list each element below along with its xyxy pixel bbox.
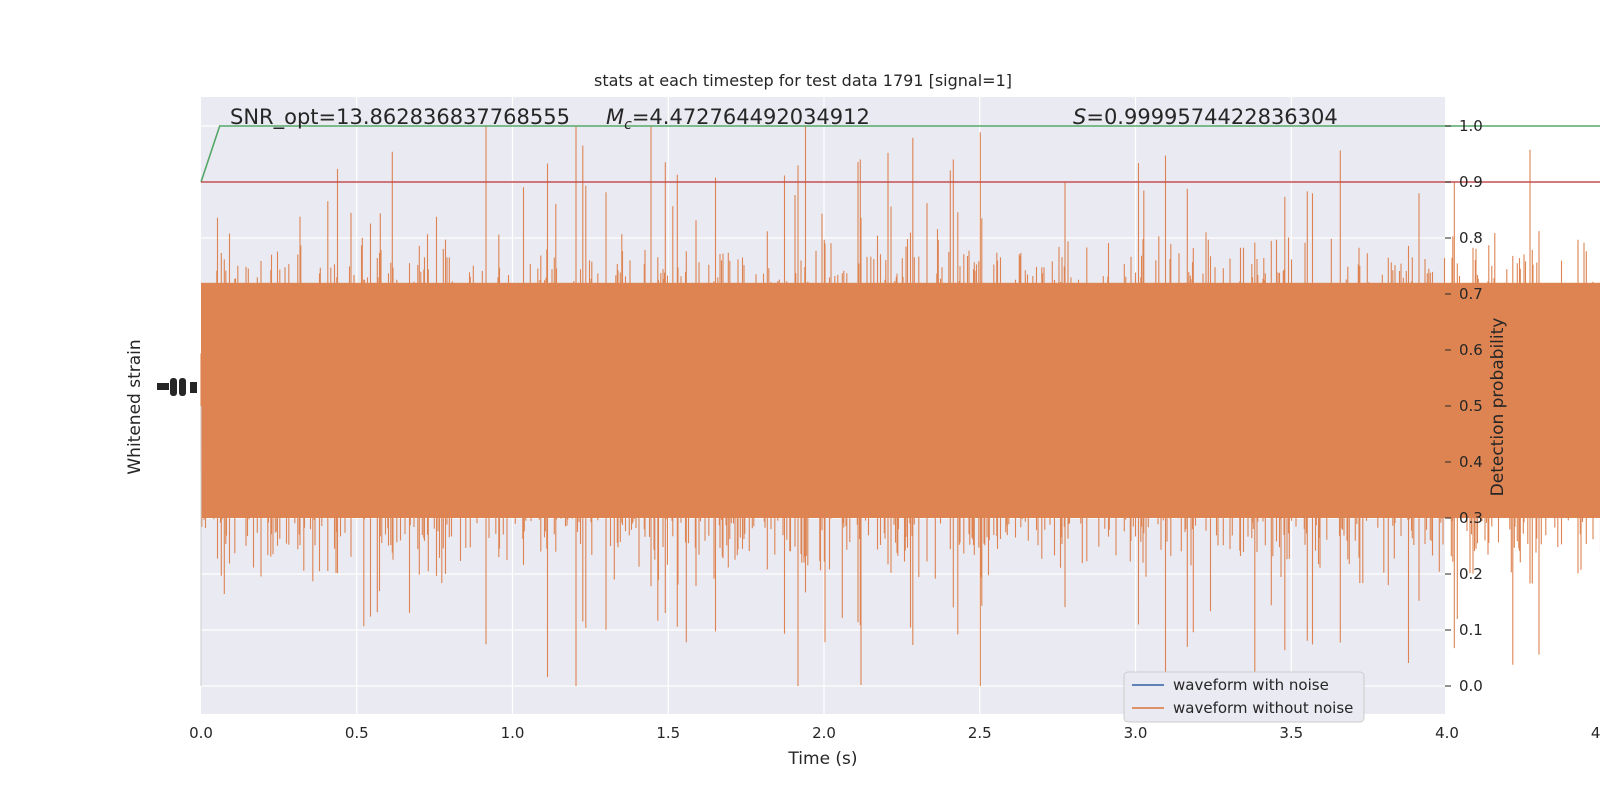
- strain-core-band: [201, 282, 1600, 518]
- right-y-axis-label: Detection probability: [1488, 318, 1508, 497]
- x-tick-label: 3.0: [1124, 724, 1148, 742]
- y-tick-label: 0.1: [1459, 621, 1483, 639]
- x-tick-label: 1.5: [656, 724, 680, 742]
- right-axis-ticks: 0.0 0.1 0.2 0.3 0.4 0.5 0.6 0.7 0.8 0.9 1.0: [1445, 117, 1483, 695]
- y-tick-label: 0.4: [1459, 453, 1483, 471]
- snr-annotation: SNR_opt=13.862836837768555: [230, 105, 570, 130]
- y-tick-label: 0.7: [1459, 285, 1483, 303]
- y-tick-label: 0.2: [1459, 565, 1483, 583]
- x-tick-label: 4.5: [1591, 724, 1600, 742]
- y-tick-label: 0.9: [1459, 173, 1483, 191]
- chirp-mass-annotation: Mc=4.472764492034912: [606, 105, 870, 133]
- x-axis-ticks: 0.00.51.01.52.02.53.03.54.04.55.05.56.06…: [189, 724, 1600, 742]
- legend-label-with-noise: waveform with noise: [1173, 676, 1329, 694]
- strain-series: [200, 126, 1600, 686]
- x-tick-label: 0.0: [189, 724, 213, 742]
- y-tick-label: 0.5: [1459, 397, 1483, 415]
- x-axis-label: Time (s): [787, 749, 857, 769]
- x-tick-label: 2.5: [968, 724, 992, 742]
- x-tick-label: 4.0: [1435, 724, 1459, 742]
- legend: waveform with noise waveform without noi…: [1123, 671, 1365, 723]
- x-tick-label: 2.0: [812, 724, 836, 742]
- chart-title: stats at each timestep for test data 179…: [594, 71, 1012, 90]
- y-tick-label: 0.0: [1459, 677, 1483, 695]
- y-tick-label: 0.3: [1459, 509, 1483, 527]
- x-tick-label: 3.5: [1279, 724, 1303, 742]
- detection-stat-annotation: S=0.9999574422836304: [1073, 105, 1338, 129]
- y-tick-label: 1.0: [1459, 117, 1483, 135]
- left-axis-clutter: [157, 378, 197, 396]
- y-tick-label: 0.8: [1459, 229, 1483, 247]
- legend-label-without-noise: waveform without noise: [1173, 699, 1353, 717]
- x-tick-label: 1.0: [501, 724, 525, 742]
- detection-probability-line: [200, 125, 1600, 183]
- legend-box: [1123, 671, 1365, 723]
- probability-lines: [200, 125, 1600, 183]
- x-tick-label: 0.5: [345, 724, 369, 742]
- left-y-axis-label: Whitened strain: [125, 339, 145, 474]
- y-tick-label: 0.6: [1459, 341, 1483, 359]
